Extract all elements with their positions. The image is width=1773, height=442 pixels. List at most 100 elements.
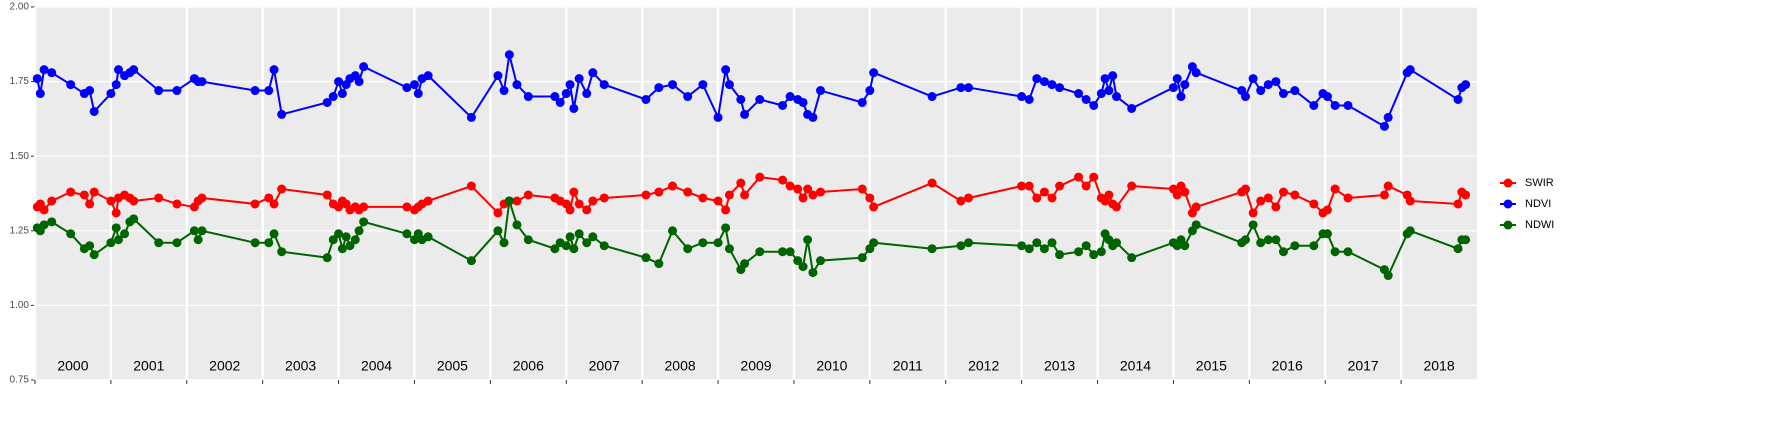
point xyxy=(154,193,164,203)
point xyxy=(724,244,734,254)
point xyxy=(1263,80,1273,90)
point xyxy=(341,232,351,242)
point xyxy=(1383,112,1393,122)
y-tick-label: 1.75 xyxy=(10,76,30,87)
point xyxy=(1461,80,1471,90)
point xyxy=(1176,92,1186,102)
point xyxy=(857,253,867,263)
point xyxy=(197,226,207,236)
point xyxy=(499,238,509,248)
point xyxy=(129,65,139,75)
point xyxy=(755,172,765,182)
point xyxy=(683,244,693,254)
point xyxy=(778,100,788,110)
point xyxy=(641,253,651,263)
point xyxy=(755,247,765,257)
point xyxy=(793,184,803,194)
point xyxy=(1127,103,1137,113)
point xyxy=(1089,172,1099,182)
point xyxy=(574,229,584,239)
point xyxy=(1278,187,1288,197)
point xyxy=(1172,190,1182,200)
point xyxy=(111,223,121,233)
point xyxy=(35,89,45,99)
point xyxy=(1032,238,1042,248)
point xyxy=(865,86,875,96)
point xyxy=(423,232,433,242)
year-label: 2010 xyxy=(816,358,847,374)
point xyxy=(1112,202,1121,212)
legend-point xyxy=(1503,178,1513,188)
point xyxy=(47,68,57,78)
point xyxy=(785,247,795,257)
point xyxy=(1047,80,1057,90)
point xyxy=(798,97,808,107)
point xyxy=(120,229,130,239)
point xyxy=(39,220,49,230)
point xyxy=(721,205,731,215)
point xyxy=(1271,202,1281,212)
point xyxy=(66,187,76,197)
point xyxy=(668,80,678,90)
point xyxy=(499,86,509,96)
point xyxy=(1290,241,1300,251)
point xyxy=(1248,74,1258,84)
point xyxy=(803,184,813,194)
point xyxy=(785,181,795,191)
point xyxy=(1089,250,1099,260)
point xyxy=(172,86,182,96)
point xyxy=(569,103,579,113)
point xyxy=(466,256,476,266)
point xyxy=(1241,235,1251,245)
point xyxy=(523,235,533,245)
point xyxy=(869,202,879,212)
point xyxy=(964,83,974,93)
point xyxy=(927,244,937,254)
point xyxy=(359,217,369,227)
point xyxy=(354,226,364,236)
point xyxy=(523,190,533,200)
point xyxy=(1453,95,1463,105)
point xyxy=(264,193,274,203)
point xyxy=(698,80,708,90)
point xyxy=(1263,235,1273,245)
point xyxy=(599,80,609,90)
point xyxy=(322,190,332,200)
point xyxy=(1256,86,1266,96)
point xyxy=(1089,100,1099,110)
point xyxy=(1383,181,1393,191)
point xyxy=(106,238,116,248)
point xyxy=(555,97,565,107)
point xyxy=(277,184,287,194)
point xyxy=(1081,95,1091,105)
point xyxy=(927,178,937,188)
point xyxy=(721,223,731,233)
y-tick-label: 0.75 xyxy=(10,375,30,386)
point xyxy=(1039,244,1049,254)
point xyxy=(1032,74,1042,84)
legend-label: NDWI xyxy=(1525,219,1554,231)
point xyxy=(740,190,750,200)
point xyxy=(197,193,207,203)
point xyxy=(322,97,332,107)
point xyxy=(1405,226,1415,236)
point xyxy=(106,89,116,99)
point xyxy=(561,241,571,251)
point xyxy=(778,175,788,185)
point xyxy=(1127,253,1137,263)
point xyxy=(39,205,49,215)
point xyxy=(523,92,533,102)
point xyxy=(354,77,364,87)
point xyxy=(1055,250,1065,260)
point xyxy=(869,68,879,78)
point xyxy=(359,202,369,212)
point xyxy=(423,196,433,206)
point xyxy=(550,92,560,102)
point xyxy=(956,196,966,206)
point xyxy=(113,235,123,245)
point xyxy=(1024,95,1034,105)
point xyxy=(778,247,788,257)
point xyxy=(1024,244,1034,254)
point xyxy=(956,83,966,93)
